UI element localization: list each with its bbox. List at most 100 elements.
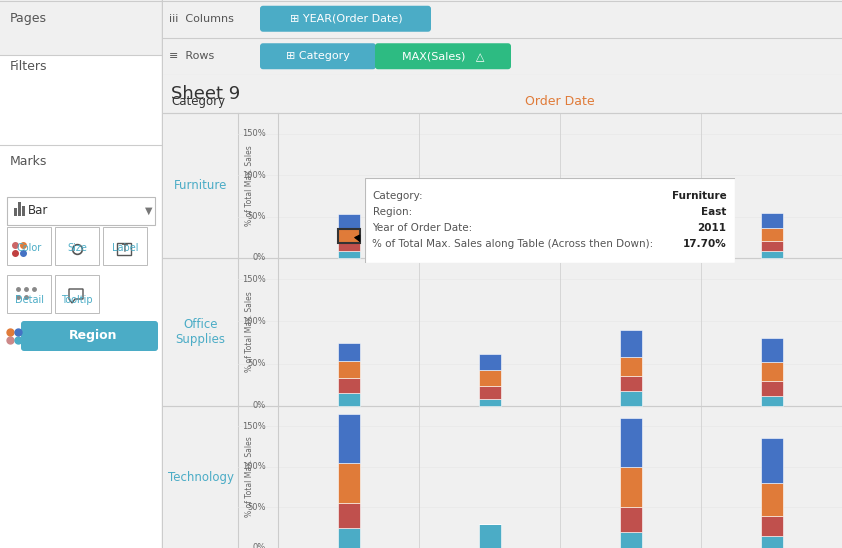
Text: 100%: 100% (242, 463, 266, 471)
Bar (760, 228, 782, 242)
Text: % of Total Max. Sales: % of Total Max. Sales (246, 437, 254, 517)
Bar (338, 342, 360, 361)
Bar (760, 438, 782, 483)
Bar (338, 243, 360, 252)
Bar (478, 223, 500, 242)
Text: Bar: Bar (28, 204, 48, 218)
Bar (55, 275, 99, 313)
Bar (760, 516, 782, 536)
Text: ⊞ YEAR(Order Date): ⊞ YEAR(Order Date) (290, 14, 402, 24)
Bar (478, 252, 500, 258)
Bar (55, 227, 99, 265)
FancyBboxPatch shape (260, 43, 376, 69)
Bar (0, 55, 163, 145)
Bar (117, 243, 131, 255)
Bar (760, 362, 782, 381)
Text: 100%: 100% (242, 317, 266, 326)
Bar (338, 229, 360, 243)
Text: Pages: Pages (10, 12, 47, 25)
Text: 150%: 150% (242, 129, 266, 138)
Text: 50%: 50% (248, 359, 266, 368)
Bar (103, 227, 147, 265)
Text: ⊞ Category: ⊞ Category (286, 52, 350, 61)
Bar (760, 381, 782, 396)
Text: Region:: Region: (372, 207, 412, 217)
Text: % of Total Max. Sales: % of Total Max. Sales (246, 145, 254, 226)
Text: Furniture: Furniture (672, 191, 727, 201)
Bar (478, 386, 500, 399)
Text: Tooltip: Tooltip (61, 295, 93, 305)
Bar (620, 243, 642, 251)
Bar (22, 206, 25, 216)
Bar (620, 357, 642, 375)
Text: Technology: Technology (168, 471, 233, 483)
Text: Category:: Category: (372, 191, 424, 201)
Bar (478, 370, 500, 386)
Text: 100%: 100% (242, 170, 266, 180)
Text: 0%: 0% (253, 254, 266, 262)
Text: Category: Category (171, 95, 225, 108)
Text: 150%: 150% (242, 422, 266, 431)
Text: Year of Order Date:: Year of Order Date: (372, 223, 472, 233)
Bar (478, 353, 500, 370)
Text: ≡  Rows: ≡ Rows (169, 52, 214, 61)
Bar (760, 338, 782, 362)
Bar (338, 463, 360, 504)
Bar (620, 467, 642, 507)
Text: ▼: ▼ (145, 206, 152, 216)
Bar (760, 252, 782, 258)
Text: Detail: Detail (14, 295, 44, 305)
Text: 2011: 2011 (697, 223, 727, 233)
Bar (338, 504, 360, 528)
Bar (18, 202, 21, 216)
Bar (620, 330, 642, 357)
Text: East: East (701, 207, 727, 217)
Bar (620, 375, 642, 391)
Bar (338, 414, 360, 463)
FancyBboxPatch shape (375, 43, 511, 69)
Bar (0, 145, 163, 548)
Bar (7, 197, 155, 225)
Bar (760, 536, 782, 548)
Bar (338, 252, 360, 258)
Text: Size: Size (67, 243, 87, 253)
Text: T: T (121, 244, 127, 254)
Text: Color: Color (16, 243, 41, 253)
Bar (7, 227, 51, 265)
Text: 150%: 150% (242, 275, 266, 284)
Bar (478, 207, 500, 223)
Text: Marks: Marks (10, 155, 47, 168)
FancyBboxPatch shape (260, 5, 431, 32)
Text: Filters: Filters (10, 60, 47, 73)
Bar (338, 361, 360, 378)
Bar (760, 213, 782, 228)
Bar (620, 507, 642, 532)
Bar (338, 214, 360, 229)
Text: MAX(Sales)   △: MAX(Sales) △ (402, 52, 484, 61)
Text: 50%: 50% (248, 212, 266, 221)
Bar (338, 378, 360, 393)
Bar (620, 391, 642, 406)
Text: Office
Supplies: Office Supplies (175, 318, 226, 346)
Bar (760, 396, 782, 406)
Bar (478, 399, 500, 406)
Bar (620, 214, 642, 230)
Text: % of Total Max. Sales: % of Total Max. Sales (246, 292, 254, 373)
Bar (14, 208, 17, 216)
Text: Furniture: Furniture (173, 179, 227, 192)
Bar (338, 229, 360, 243)
Bar (620, 230, 642, 243)
Text: Region: Region (69, 328, 117, 341)
Text: 0%: 0% (253, 544, 266, 548)
Text: Sheet 9: Sheet 9 (171, 85, 240, 103)
Text: Label: Label (112, 243, 138, 253)
Bar (760, 242, 782, 252)
Text: 17.70%: 17.70% (683, 239, 727, 249)
Bar (620, 251, 642, 258)
Bar (338, 393, 360, 406)
Bar (478, 524, 500, 548)
Text: 0%: 0% (253, 402, 266, 410)
Bar (760, 483, 782, 516)
FancyBboxPatch shape (21, 321, 158, 351)
Text: % of Total Max. Sales along Table (Across then Down):: % of Total Max. Sales along Table (Acros… (372, 239, 653, 249)
